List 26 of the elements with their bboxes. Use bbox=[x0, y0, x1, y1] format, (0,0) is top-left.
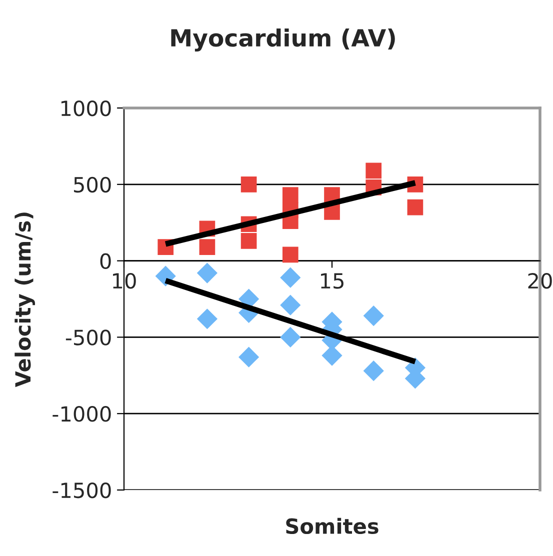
y-tick-label: 1000 bbox=[61, 100, 111, 116]
point bbox=[280, 294, 301, 316]
y-tick-label: -500 bbox=[66, 330, 111, 346]
point bbox=[196, 262, 218, 284]
point bbox=[407, 199, 424, 216]
point bbox=[199, 239, 216, 255]
point bbox=[363, 360, 384, 382]
point bbox=[366, 162, 382, 179]
x-tick-label: 15 bbox=[321, 273, 344, 289]
point bbox=[282, 187, 298, 204]
point bbox=[240, 176, 257, 192]
y-tick-label: 500 bbox=[74, 176, 111, 193]
y-tick-label: -1500 bbox=[52, 482, 111, 498]
y-axis-title: Velocity (um/s) bbox=[14, 212, 35, 388]
chart-title: Myocardium (AV) bbox=[171, 28, 395, 52]
y-tick-label: 0 bbox=[100, 253, 111, 270]
point bbox=[282, 246, 298, 263]
point bbox=[196, 308, 218, 330]
point bbox=[280, 326, 301, 348]
x-axis-title: Somites bbox=[286, 518, 378, 534]
point bbox=[240, 233, 257, 249]
x-tick-label: 20 bbox=[528, 272, 552, 289]
y-tick-label: -1000 bbox=[52, 406, 111, 422]
point bbox=[363, 306, 384, 326]
point bbox=[280, 267, 301, 288]
point bbox=[238, 346, 260, 368]
